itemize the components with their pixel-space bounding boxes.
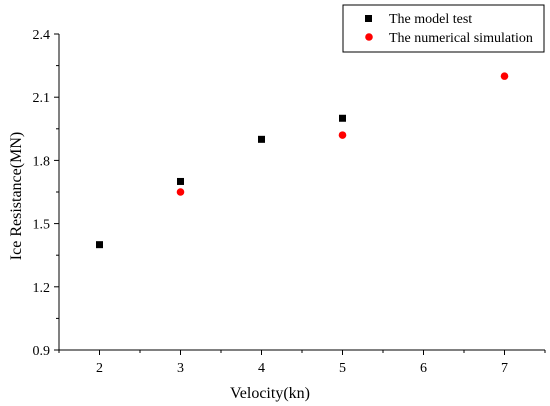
legend-label-model-test: The model test <box>389 12 472 27</box>
y-tick-label: 2.1 <box>33 91 51 106</box>
numerical-simulation-point <box>176 188 185 196</box>
numerical-simulation-point <box>338 131 347 139</box>
x-tick-label: 2 <box>96 361 103 376</box>
axes <box>58 34 545 351</box>
model-test-point <box>177 177 184 185</box>
x-tick-label: 4 <box>258 361 265 376</box>
model-test-point <box>96 241 103 249</box>
y-tick-label: 1.5 <box>33 218 51 233</box>
legend-marker-model-test <box>365 15 372 22</box>
x-tick-label: 6 <box>420 361 427 376</box>
model-test-point <box>339 114 346 122</box>
numerical-simulation-point <box>500 72 509 80</box>
x-tick-label: 3 <box>177 361 184 376</box>
model-test-point <box>258 135 265 143</box>
y-axis-title: Ice Resistance(MN) <box>8 132 25 260</box>
data-points <box>96 72 509 249</box>
y-tick-label: 1.2 <box>33 281 51 296</box>
legend-marker-numerical-simulation <box>365 33 373 41</box>
legend-label-numerical-simulation: The numerical simulation <box>389 31 533 46</box>
legend-box <box>342 4 545 53</box>
ticks: 2 3 4 5 6 7 0.9 1.2 1.5 1.8 2.1 2.4 <box>33 28 546 376</box>
y-tick-label: 0.9 <box>33 344 51 359</box>
y-tick-label: 1.8 <box>33 154 51 169</box>
y-tick-label: 2.4 <box>33 28 51 43</box>
x-axis-title: Velocity(kn) <box>230 385 310 402</box>
x-tick-label: 7 <box>501 361 508 376</box>
x-tick-label: 5 <box>339 361 346 376</box>
legend: The model test The numerical simulation <box>342 4 545 53</box>
